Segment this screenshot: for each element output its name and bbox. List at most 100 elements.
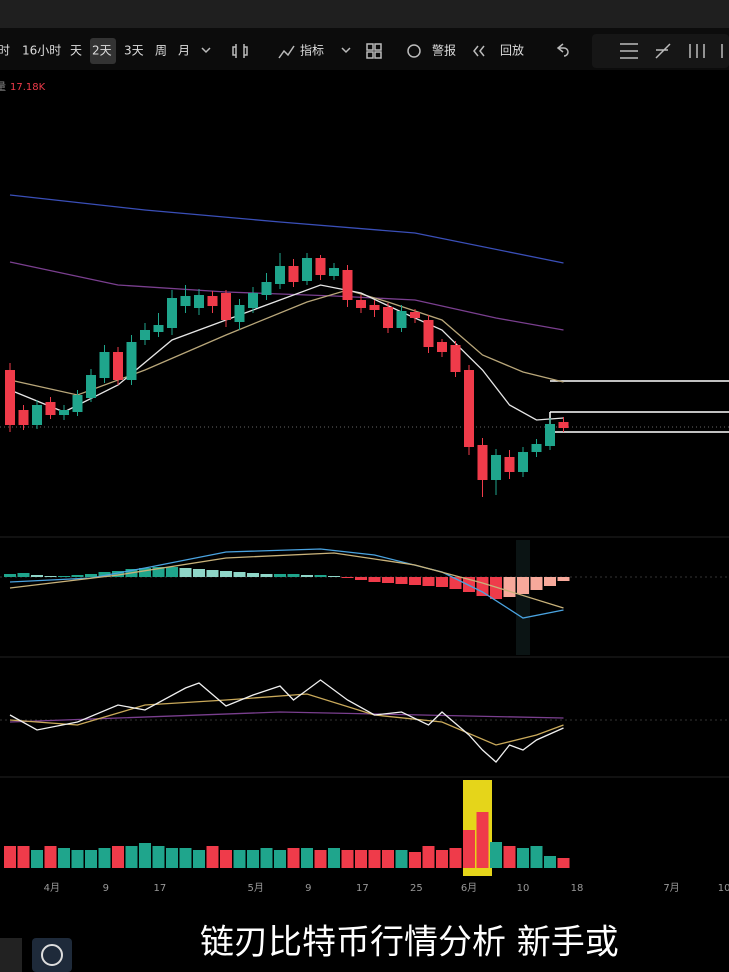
candle-body [167, 298, 177, 328]
candle-body [59, 410, 69, 415]
candle-body [275, 266, 285, 284]
volume-bar [314, 850, 327, 868]
candle-body [504, 457, 515, 472]
app-icon [32, 938, 72, 972]
candle-body [302, 258, 312, 281]
macd-bar [503, 577, 516, 597]
macd-bar [139, 568, 151, 577]
app-icon-glyph [41, 944, 63, 966]
volume-bar [476, 812, 489, 868]
candle-body [356, 300, 366, 308]
toolbar-item[interactable]: 指标 [300, 43, 324, 58]
top-bar [0, 0, 729, 28]
volume-bar [503, 846, 516, 868]
macd-bar [287, 574, 300, 577]
x-tick-label: 4月 [44, 882, 60, 894]
toolbar-item[interactable]: 回放 [500, 43, 524, 58]
volume-bar [247, 850, 259, 868]
macd-bar [314, 575, 327, 577]
volume-bar [4, 846, 16, 868]
volume-bar [179, 848, 192, 868]
x-tick-label: 7月 [663, 882, 679, 894]
toolbar-item[interactable]: 2天 [92, 44, 112, 58]
macd-bar [31, 575, 43, 577]
volume-bar [301, 848, 313, 868]
candle-body [545, 424, 555, 446]
candle-body [410, 312, 420, 318]
volume-bar [152, 846, 165, 868]
macd-bar [341, 577, 354, 578]
candle-body [477, 445, 488, 480]
x-tick-label: 10 [517, 883, 530, 894]
volume-bar [463, 830, 475, 868]
candle-body [396, 311, 407, 328]
hover-column [516, 540, 530, 655]
volume-bar [17, 846, 30, 868]
drawn-levels [549, 380, 729, 433]
app-icon [0, 938, 22, 972]
macd-bar [368, 577, 381, 582]
macd-bar [274, 574, 286, 577]
volume-bar [220, 850, 232, 868]
x-tick-label: 17 [153, 883, 166, 894]
candle-body [464, 370, 474, 447]
candle-body [518, 452, 528, 472]
x-tick-label: 18 [571, 883, 584, 894]
volume-bar [422, 846, 435, 868]
tool-group [592, 34, 729, 68]
candle-body [113, 352, 123, 380]
volume-bar [112, 846, 124, 868]
volume-bar [31, 850, 43, 868]
x-tick-label: 17 [356, 883, 369, 894]
candle-body [221, 293, 231, 320]
candle-body [140, 330, 150, 340]
volume-bar [125, 846, 138, 868]
indicator-line [9, 693, 564, 746]
candle-body [72, 395, 83, 412]
volume-bar [355, 850, 367, 868]
candle-body [126, 342, 137, 380]
macd-bar [233, 572, 246, 577]
candle-body [369, 305, 380, 310]
toolbar-item[interactable]: 16小时 [22, 44, 61, 58]
candle-body [342, 270, 353, 300]
volume-bar [260, 848, 273, 868]
macd-bar [422, 577, 435, 586]
macd-bar [179, 568, 192, 577]
candle-body [329, 268, 339, 276]
macd-bar [328, 576, 340, 577]
candle-body [207, 296, 218, 306]
volume-bar [490, 842, 502, 868]
toolbar-item[interactable]: 周 [155, 44, 167, 58]
toolbar-item[interactable]: 天 [70, 44, 82, 58]
volume-bar [544, 856, 556, 868]
volume-bar [449, 848, 462, 868]
toolbar-item[interactable]: 3天 [124, 44, 144, 58]
x-tick-label: 9 [305, 883, 311, 894]
volume-bar [557, 858, 570, 868]
volume-bar [409, 852, 421, 868]
macd-bar [85, 574, 97, 577]
volume-bar [436, 850, 448, 868]
volume-bar [193, 850, 205, 868]
macd-bar [544, 577, 556, 586]
candle-body [18, 410, 29, 425]
macd-bar [98, 572, 111, 577]
macd-bar [530, 577, 543, 590]
volume-bar [341, 850, 354, 868]
candle-body [194, 295, 204, 308]
volume-bar [328, 848, 340, 868]
selected-interval [90, 38, 116, 64]
volume-legend-name: 量 [0, 81, 6, 93]
macd-bar [17, 573, 30, 577]
toolbar-item[interactable]: 警报 [432, 43, 456, 58]
volume-bar [368, 850, 381, 868]
x-tick-label: 9 [103, 883, 109, 894]
indicator-line [9, 261, 564, 331]
toolbar-item[interactable]: 时 [0, 44, 10, 58]
macd-bar [490, 577, 502, 599]
candle-body [45, 402, 56, 415]
volume-legend-value: 17.18K [10, 82, 46, 93]
toolbar-item[interactable]: 月 [178, 44, 190, 58]
